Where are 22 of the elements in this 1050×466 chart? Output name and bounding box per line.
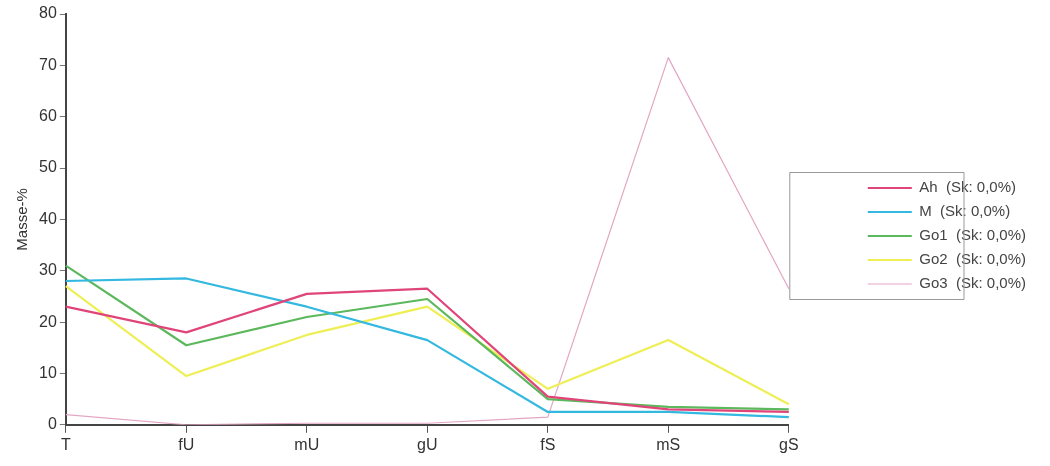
y-tick-label: 20 <box>39 312 57 330</box>
x-tick-label: T <box>60 435 71 453</box>
y-tick-label: 60 <box>39 107 57 125</box>
legend-label: Go2 (Sk: 0,0%) <box>919 250 1027 268</box>
legend-label: M (Sk: 0,0%) <box>919 202 1011 220</box>
y-tick-label: 0 <box>47 415 57 433</box>
legend-label: Go1 (Sk: 0,0%) <box>919 226 1027 244</box>
x-tick-label: gS <box>779 435 799 453</box>
x-tick-label: mS <box>656 435 681 453</box>
legend-label: Go3 (Sk: 0,0%) <box>919 274 1027 292</box>
y-tick-label: 10 <box>39 363 57 381</box>
x-tick-label: fS <box>540 435 556 453</box>
x-tick-label: gU <box>417 435 438 453</box>
y-tick-label: 40 <box>39 209 57 227</box>
x-tick-label: mU <box>294 435 320 453</box>
y-tick-label: 50 <box>39 158 57 176</box>
y-tick-label: 70 <box>39 55 57 73</box>
x-tick-label: fU <box>178 435 195 453</box>
y-axis-title: Masse-% <box>13 188 31 251</box>
y-tick-label: 80 <box>39 4 57 22</box>
legend-label: Ah (Sk: 0,0%) <box>919 178 1016 196</box>
y-tick-label: 30 <box>39 261 57 279</box>
